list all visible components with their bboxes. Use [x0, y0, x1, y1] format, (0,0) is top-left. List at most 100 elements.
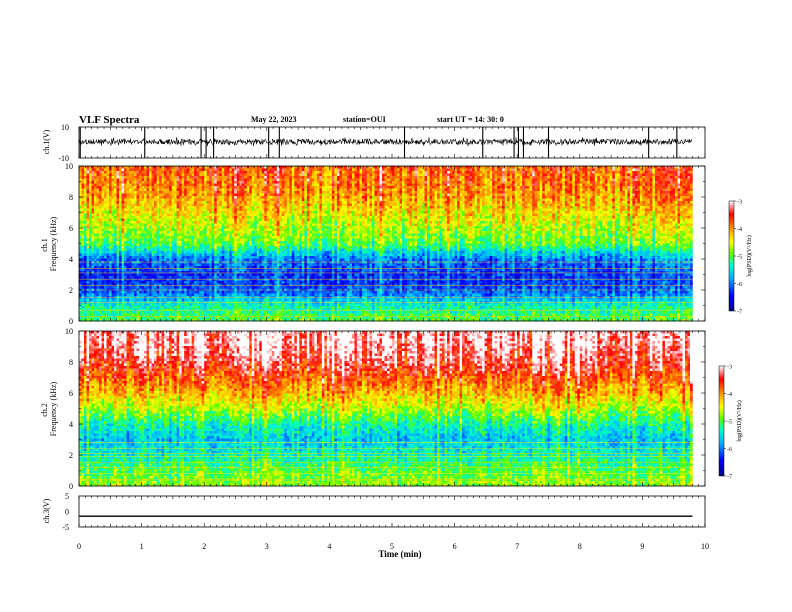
spectrogram-cell: [149, 179, 152, 182]
spectrogram-cell: [247, 194, 250, 197]
spectrogram-cell: [122, 271, 125, 274]
spectrogram-cell: [207, 189, 210, 192]
spectrogram-cell: [152, 196, 155, 199]
spectrogram-cell: [224, 299, 227, 302]
spectrogram-cell: [242, 299, 245, 302]
spectrogram-cell: [227, 174, 230, 177]
spectrogram-cell: [87, 269, 90, 272]
spectrogram-cell: [127, 306, 130, 309]
spectrogram-cell: [112, 211, 115, 214]
spectrogram-cell: [254, 296, 257, 299]
spectrogram-cell: [194, 211, 197, 214]
spectrogram-cell: [167, 194, 170, 197]
spectrogram-cell: [159, 186, 162, 189]
spectrogram-cell: [219, 241, 222, 244]
spectrogram-cell: [194, 216, 197, 219]
spectrogram-cell: [167, 294, 170, 297]
spectrogram-cell: [234, 311, 237, 314]
spectrogram-cell: [79, 299, 82, 302]
spectrogram-cell: [199, 191, 202, 194]
spectrogram-cell: [187, 256, 190, 259]
spectrogram-cell: [232, 171, 235, 174]
spectrogram-cell: [197, 176, 200, 179]
spectrogram-cell: [204, 251, 207, 254]
spectrogram-cell: [174, 204, 177, 207]
spectrogram-cell: [217, 226, 220, 229]
spectrogram-cell: [199, 226, 202, 229]
spectrogram-cell: [99, 274, 102, 277]
spectrogram-cell: [182, 254, 185, 257]
spectrogram-cell: [119, 189, 122, 192]
spectrogram-cell: [209, 196, 212, 199]
spectrogram-cell: [97, 209, 100, 212]
spectrogram-cell: [252, 211, 255, 214]
spectrogram-cell: [189, 244, 192, 247]
spectrogram-cell: [269, 201, 272, 204]
spectrogram-cell: [129, 179, 132, 182]
spectrogram-cell: [234, 284, 237, 287]
spectrogram-cell: [179, 249, 182, 252]
spectrogram-cell: [79, 264, 82, 267]
spectrogram-cell: [84, 236, 87, 239]
spectrogram-cell: [239, 229, 242, 232]
spectrogram-cell: [234, 241, 237, 244]
spectrogram-cell: [157, 184, 160, 187]
spectrogram-cell: [127, 219, 130, 222]
spectrogram-cell: [267, 214, 270, 217]
spectrogram-cell: [237, 259, 240, 262]
spectrogram-cell: [112, 269, 115, 272]
spectrogram-cell: [217, 209, 220, 212]
spectrogram-cell: [124, 274, 127, 277]
spectrogram-cell: [124, 204, 127, 207]
spectrogram-cell: [127, 241, 130, 244]
spectrogram-cell: [117, 304, 120, 307]
spectrogram-cell: [107, 294, 110, 297]
spectrogram-cell: [224, 186, 227, 189]
spectrogram-cell: [267, 201, 270, 204]
spectrogram-cell: [267, 246, 270, 249]
spectrogram-cell: [132, 251, 135, 254]
spectrogram-cell: [249, 211, 252, 214]
spectrogram-cell: [104, 284, 107, 287]
spectrogram-cell: [219, 236, 222, 239]
spectrogram-cell: [94, 256, 97, 259]
spectrogram-cell: [122, 259, 125, 262]
spectrogram-cell: [197, 186, 200, 189]
spectrogram-cell: [232, 184, 235, 187]
spectrogram-cell: [202, 241, 205, 244]
spectrogram-cell: [144, 184, 147, 187]
spectrogram-cell: [262, 269, 265, 272]
spectrogram-cell: [119, 224, 122, 227]
spectrogram-cell: [202, 306, 205, 309]
spectrogram-cell: [119, 296, 122, 299]
spectrogram-cell: [189, 284, 192, 287]
spectrogram-cell: [227, 224, 230, 227]
spectrogram-cell: [262, 251, 265, 254]
spectrogram-cell: [249, 184, 252, 187]
spectrogram-cell: [114, 254, 117, 257]
spectrogram-cell: [249, 204, 252, 207]
spectrogram-cell: [152, 204, 155, 207]
spectrogram-cell: [184, 211, 187, 214]
spectrogram-cell: [199, 219, 202, 222]
spectrogram-cell: [259, 269, 262, 272]
spectrogram-cell: [239, 311, 242, 314]
spectrogram-cell: [192, 219, 195, 222]
spectrogram-cell: [262, 214, 265, 217]
spectrogram-cell: [124, 244, 127, 247]
spectrogram-cell: [189, 314, 192, 317]
spectrogram-cell: [164, 294, 167, 297]
spectrogram-cell: [94, 216, 97, 219]
spectrogram-cell: [184, 201, 187, 204]
spectrogram-cell: [112, 281, 115, 284]
spectrogram-cell: [197, 241, 200, 244]
spectrogram-cell: [112, 219, 115, 222]
spectrogram-cell: [102, 249, 105, 252]
spectrogram-cell: [232, 221, 235, 224]
spectrogram-cell: [244, 276, 247, 279]
spectrogram-cell: [174, 231, 177, 234]
spectrogram-cell: [209, 179, 212, 182]
spectrogram-cell: [89, 269, 92, 272]
spectrogram-cell: [137, 254, 140, 257]
spectrogram-cell: [174, 249, 177, 252]
